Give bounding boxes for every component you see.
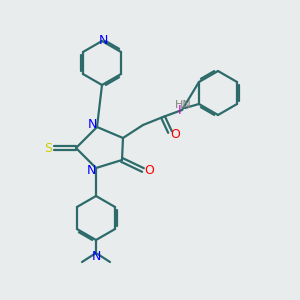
Text: N: N: [91, 250, 101, 262]
Text: O: O: [170, 128, 180, 140]
Text: I: I: [178, 103, 182, 116]
Text: N: N: [98, 34, 108, 47]
Text: HN: HN: [175, 100, 191, 110]
Text: N: N: [86, 164, 96, 176]
Text: S: S: [44, 142, 52, 154]
Text: O: O: [144, 164, 154, 178]
Text: N: N: [87, 118, 97, 131]
